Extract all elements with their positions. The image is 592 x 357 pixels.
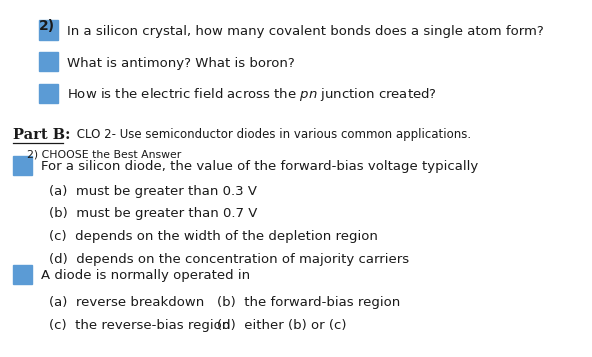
Text: In a silicon crystal, how many covalent bonds does a single atom form?: In a silicon crystal, how many covalent …	[67, 25, 543, 38]
Text: (a)  must be greater than 0.3 V: (a) must be greater than 0.3 V	[49, 185, 257, 198]
Text: What is antimony? What is boron?: What is antimony? What is boron?	[67, 57, 294, 70]
Text: (c)  depends on the width of the depletion region: (c) depends on the width of the depletio…	[49, 230, 378, 243]
Text: A diode is normally operated in: A diode is normally operated in	[41, 269, 250, 282]
Text: (b)  must be greater than 0.7 V: (b) must be greater than 0.7 V	[49, 207, 257, 220]
FancyBboxPatch shape	[38, 84, 58, 103]
Text: (b)  the forward-bias region: (b) the forward-bias region	[217, 296, 401, 309]
Text: (d)  depends on the concentration of majority carriers: (d) depends on the concentration of majo…	[49, 253, 409, 266]
Text: For a silicon diode, the value of the forward-bias voltage typically: For a silicon diode, the value of the fo…	[41, 160, 478, 174]
Text: (c)  the reverse-bias region: (c) the reverse-bias region	[49, 318, 230, 332]
Text: (d)  either (b) or (c): (d) either (b) or (c)	[217, 318, 347, 332]
FancyBboxPatch shape	[13, 156, 33, 175]
Text: (a)  reverse breakdown: (a) reverse breakdown	[49, 296, 204, 309]
Text: 2) CHOOSE the Best Answer: 2) CHOOSE the Best Answer	[13, 150, 181, 160]
Text: Part B:: Part B:	[13, 127, 70, 142]
Text: CLO 2- Use semiconductor diodes in various common applications.: CLO 2- Use semiconductor diodes in vario…	[73, 128, 471, 141]
Text: How is the electric field across the $pn$ junction created?: How is the electric field across the $pn…	[67, 86, 436, 104]
FancyBboxPatch shape	[13, 265, 33, 284]
FancyBboxPatch shape	[38, 20, 58, 40]
Text: 2): 2)	[38, 19, 54, 32]
FancyBboxPatch shape	[38, 52, 58, 71]
